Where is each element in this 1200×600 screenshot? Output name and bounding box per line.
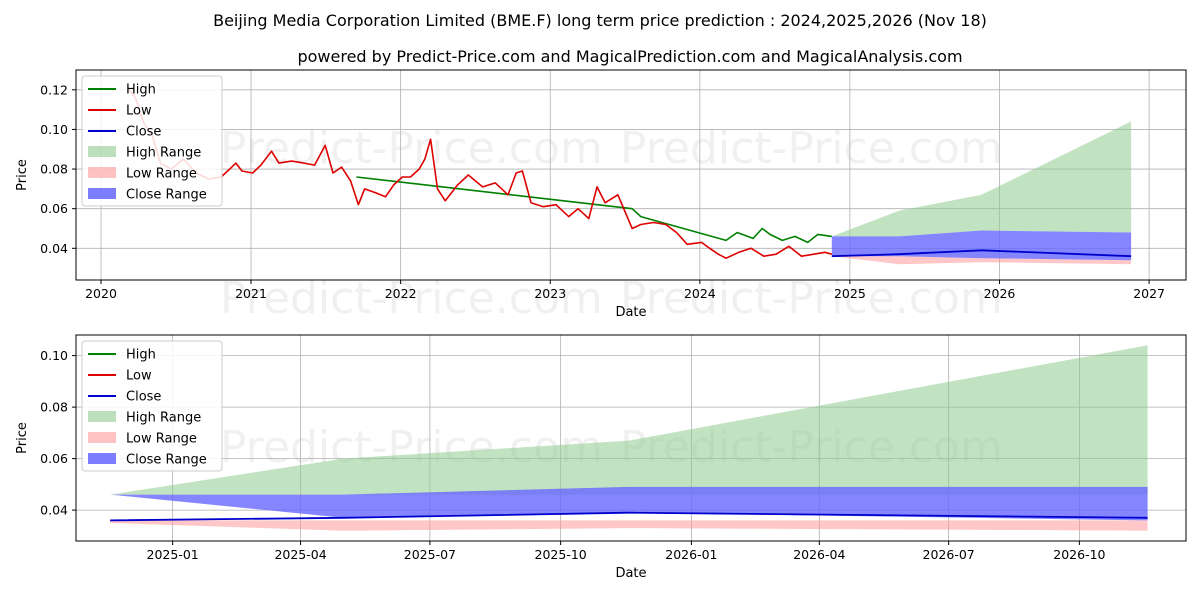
y-tick-label: 0.06 [40, 201, 68, 216]
plot-frame [75, 69, 1187, 281]
x-axis-label: Date [615, 566, 646, 581]
x-tick-label: 2026 [984, 286, 1016, 301]
legend-label-close: Close [126, 390, 161, 405]
legend-swatch-close-range [88, 188, 116, 199]
legend: High Low Close High Range Low Range Close Ran… [81, 340, 223, 472]
high-range-band [110, 345, 1148, 495]
high-range-band [831, 121, 1132, 237]
legend-swatch-low-range [88, 432, 116, 443]
y-axis-label: Price [15, 159, 30, 191]
y-tick-label: 0.04 [40, 503, 68, 518]
plot-area [128, 89, 1132, 265]
legend-swatch-high-range [88, 411, 116, 422]
y-tick-label: 0.10 [40, 348, 68, 363]
legend-label-low-range: Low Range [126, 432, 197, 447]
x-tick-label: 2023 [534, 286, 566, 301]
y-tick-label: 0.08 [40, 162, 68, 177]
x-axis-label: Date [615, 305, 646, 320]
legend-box [81, 340, 223, 472]
legend: High Low Close High Range Low Range Close Ran… [81, 75, 223, 207]
y-axis-label: Price [15, 422, 30, 454]
legend-label-high-range: High Range [126, 411, 201, 426]
x-tick-label: 2021 [235, 286, 267, 301]
legend-swatch-close-range [88, 453, 116, 464]
watermark-text: Predict-Price.com [620, 123, 1003, 174]
watermark-text: Predict-Price.com [220, 273, 603, 324]
watermark-text: Predict-Price.com [620, 273, 1003, 324]
forecast-chart-panel: Predict-Price.comPredict-Price.com2025-0… [15, 334, 1187, 581]
close-series-line [831, 249, 1132, 258]
legend-swatch-high-range [88, 146, 116, 157]
x-tick-label: 2026-04 [793, 547, 845, 562]
low-range-band [110, 520, 1148, 531]
legend-swatch-low-range [88, 167, 116, 178]
legend-label-close-range: Close Range [126, 453, 207, 468]
legend-label-low: Low [126, 369, 152, 384]
x-tick-label: 2025-01 [147, 547, 199, 562]
watermark-text: Predict-Price.com [220, 123, 603, 174]
legend-label-low: Low [126, 104, 152, 119]
chart-title: Beijing Media Corporation Limited (BME.F… [213, 11, 987, 30]
y-tick-label: 0.04 [40, 241, 68, 256]
x-tick-label: 2027 [1133, 286, 1165, 301]
legend-label-high-range: High Range [126, 146, 201, 161]
legend-box [81, 75, 223, 207]
y-tick-label: 0.10 [40, 122, 68, 137]
x-tick-label: 2026-01 [665, 547, 717, 562]
legend-label-low-range: Low Range [126, 167, 197, 182]
y-tick-label: 0.12 [40, 82, 68, 97]
plot-frame [75, 334, 1187, 542]
low-series-line [128, 89, 833, 259]
high-series-line [356, 176, 832, 244]
x-tick-label: 2020 [85, 286, 117, 301]
y-tick-label: 0.06 [40, 451, 68, 466]
chart-subtitle: powered by Predict-Price.com and Magical… [297, 47, 962, 66]
legend-label-high: High [126, 348, 156, 363]
long-term-chart-panel: Predict-Price.com Predict-Price.com Predic… [15, 69, 1187, 324]
plot-area [110, 345, 1148, 531]
x-tick-label: 2026-07 [923, 547, 975, 562]
legend-label-close-range: Close Range [126, 188, 207, 203]
x-tick-label: 2025 [834, 286, 866, 301]
x-tick-label: 2022 [385, 286, 417, 301]
x-tick-label: 2024 [684, 286, 716, 301]
x-tick-label: 2025-07 [404, 547, 456, 562]
legend-label-close: Close [126, 125, 161, 140]
x-tick-label: 2025-10 [535, 547, 587, 562]
x-tick-label: 2026-10 [1053, 547, 1105, 562]
close-series-line [110, 511, 1148, 522]
x-tick-label: 2025-04 [274, 547, 326, 562]
low-range-band [831, 256, 1132, 265]
y-tick-label: 0.08 [40, 400, 68, 415]
close-range-band [110, 486, 1148, 521]
legend-label-high: High [126, 83, 156, 98]
